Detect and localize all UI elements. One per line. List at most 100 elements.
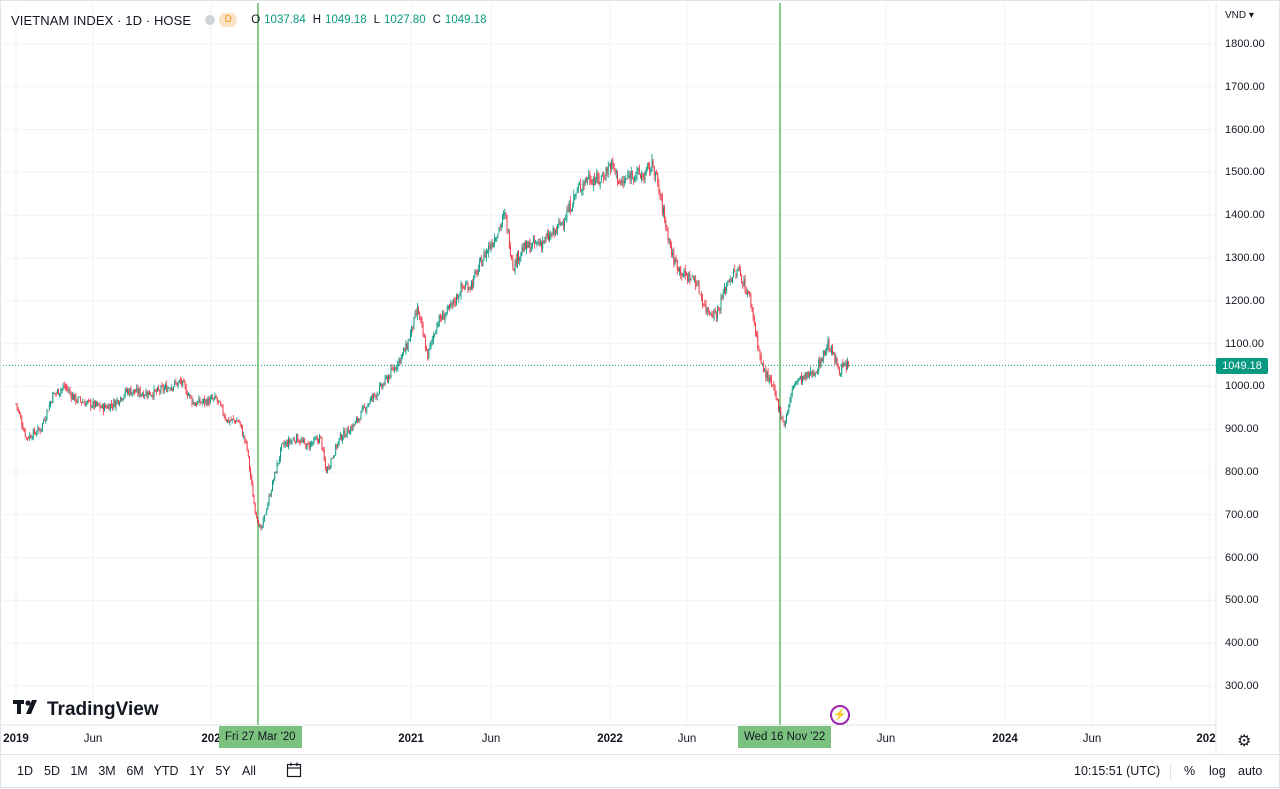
candle-body xyxy=(92,401,94,407)
candle-body xyxy=(692,276,694,279)
candle-body xyxy=(22,425,24,430)
candle-body xyxy=(765,368,767,378)
candle-body xyxy=(751,307,753,309)
candle-body xyxy=(635,175,637,177)
candle-body xyxy=(551,234,553,236)
range-5d[interactable]: 5D xyxy=(44,764,60,778)
candle-body xyxy=(753,317,755,324)
candle-body xyxy=(388,375,390,383)
range-6m[interactable]: 6M xyxy=(126,764,144,778)
tradingview-logo[interactable]: TradingView xyxy=(13,698,159,721)
candle-body xyxy=(263,514,265,520)
candle-body xyxy=(437,324,439,326)
lightning-icon[interactable]: ⚡ xyxy=(830,705,850,725)
candle-body xyxy=(403,349,404,353)
candle-body xyxy=(705,303,707,313)
candle-body xyxy=(599,181,601,185)
candle-body xyxy=(53,393,55,394)
candle-body xyxy=(246,441,248,450)
candle-body xyxy=(361,408,363,412)
candle-body xyxy=(621,181,623,185)
candle-body xyxy=(104,404,105,412)
candle-body xyxy=(676,260,678,271)
candle-body xyxy=(29,434,31,439)
auto-toggle[interactable]: auto xyxy=(1238,764,1263,778)
symbol-title[interactable]: VIETNAM INDEX · 1D · HOSE xyxy=(11,12,192,28)
candle-body xyxy=(272,481,273,492)
candle-body xyxy=(656,173,657,175)
candle-body xyxy=(826,347,828,353)
price-tick-label: 600.00 xyxy=(1225,551,1259,564)
candle-body xyxy=(221,404,223,407)
range-3m[interactable]: 3M xyxy=(98,764,116,778)
candle-body xyxy=(364,406,365,408)
candle-body xyxy=(148,390,150,395)
candle-body xyxy=(449,305,450,308)
candle-body xyxy=(300,439,302,443)
gear-icon[interactable]: ⚙ xyxy=(1237,733,1252,750)
candle-body xyxy=(61,388,63,391)
price-tick-label: 1400.00 xyxy=(1225,209,1265,222)
candle-body xyxy=(24,429,26,437)
time-readout[interactable]: 10:15:51 (UTC) xyxy=(1074,764,1161,778)
candle-body xyxy=(631,172,633,177)
candle-body xyxy=(261,526,263,528)
candle-body xyxy=(178,380,180,382)
candle-body xyxy=(212,397,214,400)
candle-body xyxy=(119,402,120,405)
candle-body xyxy=(529,241,531,253)
candle-body xyxy=(511,255,513,260)
candle-body xyxy=(651,158,653,171)
currency-selector[interactable]: VND ▾ xyxy=(1225,10,1254,21)
candle-body xyxy=(376,393,378,398)
candle-body xyxy=(749,292,751,297)
candle-body xyxy=(112,406,114,408)
range-1d[interactable]: 1D xyxy=(17,764,33,778)
candle-body xyxy=(384,376,386,384)
interval-badge[interactable]: D xyxy=(219,13,238,27)
candle-body xyxy=(215,396,217,399)
candle-body xyxy=(600,175,602,180)
candle-body xyxy=(695,279,697,287)
candle-body xyxy=(649,165,651,173)
candle-body xyxy=(226,419,227,422)
calendar-icon[interactable] xyxy=(286,762,302,778)
candle-body xyxy=(784,421,786,426)
candle-body xyxy=(579,184,580,186)
candle-body xyxy=(222,405,224,415)
range-all[interactable]: All xyxy=(242,764,256,778)
candle-body xyxy=(746,292,748,295)
range-5y[interactable]: 5Y xyxy=(215,764,231,778)
candle-body xyxy=(709,313,710,314)
candle-body xyxy=(418,307,419,315)
candle-body xyxy=(276,463,278,474)
candle-body xyxy=(309,442,311,449)
candle-body xyxy=(46,409,48,418)
candle-body xyxy=(387,377,388,382)
candle-body xyxy=(35,433,36,435)
range-1y[interactable]: 1Y xyxy=(189,764,205,778)
log-toggle[interactable]: log xyxy=(1209,764,1226,778)
candle-body xyxy=(120,396,122,402)
candle-body xyxy=(324,458,326,468)
candle-body xyxy=(121,397,123,400)
candle-body xyxy=(583,183,585,186)
percent-toggle[interactable]: % xyxy=(1184,764,1196,778)
candle-body xyxy=(15,403,17,405)
toolbar-divider xyxy=(1170,764,1171,780)
candle-body xyxy=(58,388,59,395)
candle-body xyxy=(243,434,245,437)
range-1m[interactable]: 1M xyxy=(70,764,88,778)
candle-body xyxy=(253,496,255,505)
candle-body xyxy=(200,402,202,403)
candle-body xyxy=(326,467,327,474)
candle-body xyxy=(293,439,295,442)
candle-body xyxy=(513,268,515,271)
candle-body xyxy=(339,433,341,440)
candle-body xyxy=(138,389,140,395)
candle-body xyxy=(459,295,461,297)
range-ytd[interactable]: YTD xyxy=(153,764,179,778)
candle-body xyxy=(113,400,115,407)
candle-body xyxy=(88,399,89,401)
